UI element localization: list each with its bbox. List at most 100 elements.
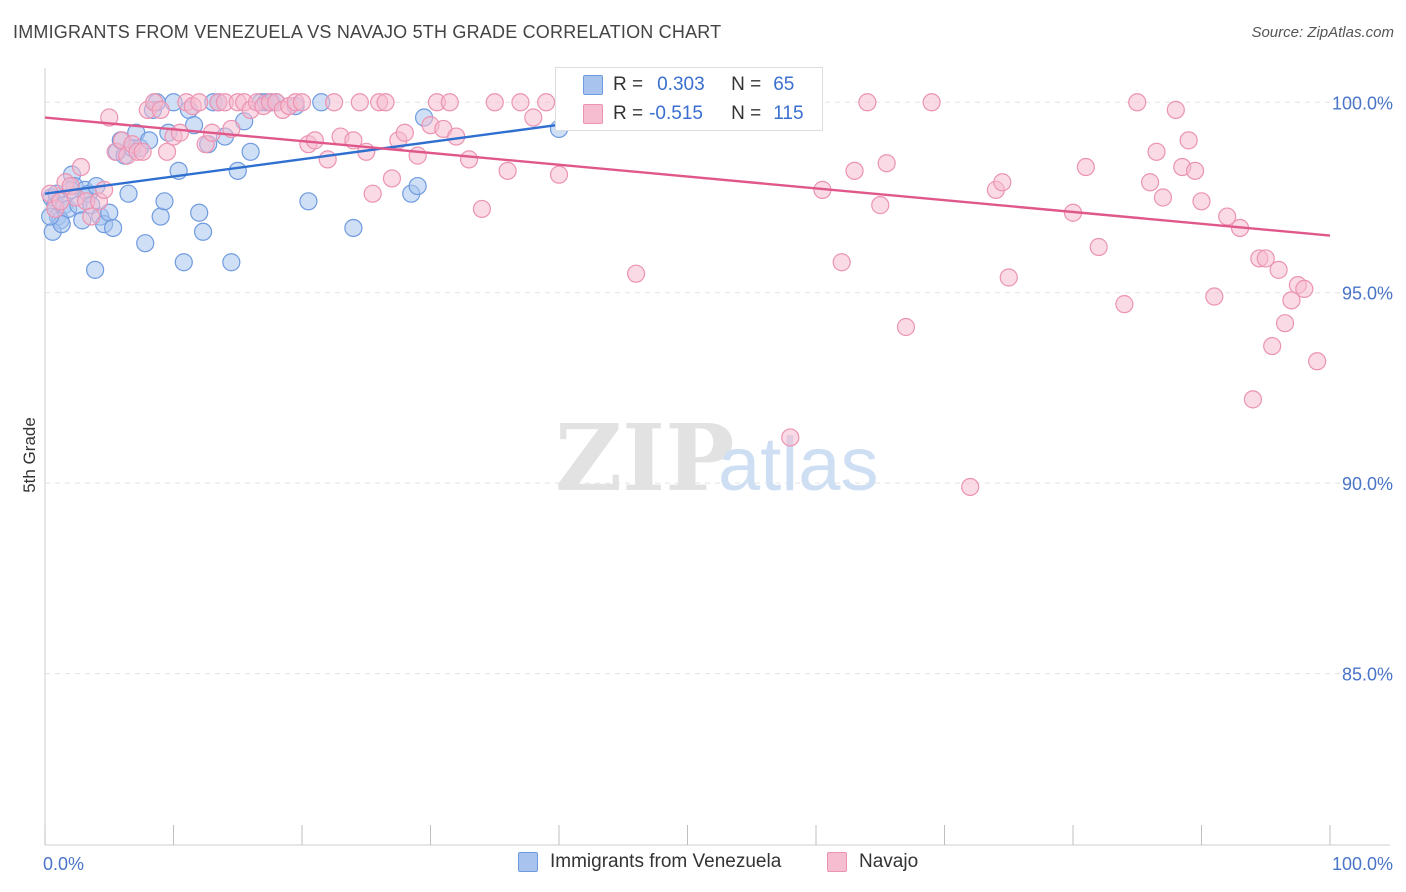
venezuela-point bbox=[299, 192, 318, 211]
navajo-point bbox=[549, 165, 569, 184]
navajo-point bbox=[408, 146, 427, 165]
legend-swatch-blue bbox=[518, 852, 538, 872]
navajo-point bbox=[440, 93, 459, 112]
x-tick-label-min: 0.0% bbox=[43, 854, 84, 874]
navajo-point bbox=[781, 428, 800, 447]
y-tick-label: 95.0% bbox=[1342, 284, 1393, 304]
navajo-point bbox=[896, 317, 916, 337]
navajo-point bbox=[1275, 314, 1295, 333]
navajo-point bbox=[1205, 287, 1224, 306]
navajo-point bbox=[1076, 157, 1095, 177]
navajo-point bbox=[1243, 390, 1263, 409]
navajo-point bbox=[511, 93, 530, 112]
navajo-point bbox=[151, 100, 170, 119]
gridlines bbox=[45, 101, 1390, 675]
venezuela-point bbox=[151, 207, 170, 226]
venezuela-point bbox=[228, 161, 247, 180]
navajo-point bbox=[459, 150, 479, 169]
navajo-point bbox=[845, 161, 864, 180]
legend-label-venezuela: Immigrants from Venezuela bbox=[550, 851, 782, 872]
chart-title: IMMIGRANTS FROM VENEZUELA VS NAVAJO 5TH … bbox=[13, 22, 722, 42]
navajo-point bbox=[100, 108, 119, 127]
y-axis-title: 5th Grade bbox=[20, 417, 39, 493]
navajo-point bbox=[1263, 336, 1282, 356]
legend-r-label: R = bbox=[613, 74, 644, 95]
navajo-point bbox=[877, 154, 896, 173]
navajo-point bbox=[1128, 93, 1147, 112]
navajo-point bbox=[485, 93, 504, 112]
venezuela-point bbox=[190, 203, 209, 222]
navajo-point bbox=[1089, 237, 1108, 257]
legend-row-navajo: R = -0.515 N = 115 bbox=[556, 99, 822, 129]
legend-r-value: -0.515 bbox=[649, 103, 703, 124]
navajo-point bbox=[170, 123, 190, 142]
navajo-point bbox=[1166, 100, 1185, 119]
venezuela-point bbox=[241, 142, 260, 161]
navajo-point bbox=[999, 268, 1018, 287]
navajo-point bbox=[133, 142, 152, 161]
navajo-point bbox=[498, 161, 517, 180]
venezuela-point bbox=[86, 260, 105, 279]
navajo-point bbox=[993, 173, 1012, 192]
navajo-point bbox=[922, 93, 941, 112]
y-tick-label: 85.0% bbox=[1342, 665, 1393, 685]
series-venezuela-points bbox=[41, 93, 569, 279]
navajo-point bbox=[1115, 295, 1134, 314]
venezuela-point bbox=[119, 184, 138, 203]
navajo-point bbox=[871, 196, 890, 215]
navajo-point bbox=[1147, 142, 1166, 161]
venezuela-point bbox=[184, 116, 204, 135]
venezuela-point bbox=[136, 234, 155, 253]
legend-n-value: 65 bbox=[773, 74, 795, 95]
chart-source: Source: ZipAtlas.com bbox=[1251, 24, 1394, 41]
venezuela-point bbox=[222, 253, 241, 272]
legend-label-navajo: Navajo bbox=[859, 851, 919, 872]
navajo-point bbox=[626, 264, 646, 283]
navajo-point bbox=[71, 157, 91, 177]
navajo-point bbox=[1256, 249, 1275, 268]
navajo-point bbox=[1282, 291, 1301, 310]
y-tick-label: 100.0% bbox=[1332, 93, 1393, 113]
venezuela-point bbox=[174, 253, 193, 272]
navajo-point bbox=[318, 150, 337, 169]
navajo-point bbox=[292, 93, 312, 112]
navajo-point bbox=[537, 93, 556, 112]
navajo-point bbox=[157, 142, 177, 161]
navajo-point bbox=[1179, 131, 1198, 150]
legend-item-navajo: Navajo bbox=[827, 851, 918, 873]
navajo-point bbox=[1153, 188, 1173, 207]
venezuela-point bbox=[193, 222, 213, 241]
watermark-zip: ZIP bbox=[555, 404, 734, 512]
navajo-point bbox=[1308, 352, 1327, 371]
navajo-point bbox=[82, 207, 101, 226]
navajo-point bbox=[1295, 279, 1314, 299]
navajo-point bbox=[190, 93, 209, 112]
navajo-point bbox=[524, 108, 543, 127]
legend-n-label: N = bbox=[731, 103, 762, 124]
legend-row-venezuela: R = 0.303 N = 65 bbox=[556, 70, 822, 100]
navajo-point bbox=[961, 477, 980, 497]
venezuela-point bbox=[155, 192, 174, 211]
navajo-point bbox=[325, 93, 344, 112]
legend-item-venezuela: Immigrants from Venezuela bbox=[518, 851, 781, 873]
legend-n-value: 115 bbox=[773, 103, 804, 124]
navajo-point bbox=[832, 253, 851, 272]
navajo-point bbox=[472, 199, 491, 219]
venezuela-point bbox=[104, 218, 123, 238]
navajo-point bbox=[1269, 260, 1288, 279]
series-legend: Immigrants from Venezuela Navajo bbox=[0, 851, 1406, 879]
axes bbox=[44, 68, 1390, 846]
venezuela-trendline bbox=[44, 120, 585, 195]
series-navajo-points bbox=[41, 93, 1327, 497]
navajo-point bbox=[395, 123, 414, 142]
y-tick-label: 90.0% bbox=[1342, 474, 1393, 494]
navajo-point bbox=[1192, 192, 1211, 211]
legend-r-label: R = bbox=[613, 103, 644, 124]
navajo-point bbox=[51, 192, 70, 211]
navajo-point bbox=[363, 184, 382, 203]
navajo-point bbox=[1185, 161, 1205, 180]
correlation-legend: R = 0.303 N = 65 R = -0.515 N = 115 bbox=[555, 67, 823, 131]
navajo-point bbox=[305, 131, 324, 150]
legend-r-value: 0.303 bbox=[657, 74, 705, 95]
